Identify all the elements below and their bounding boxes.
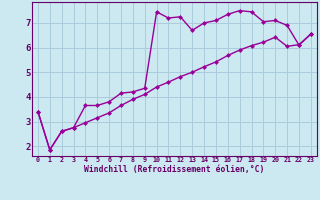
X-axis label: Windchill (Refroidissement éolien,°C): Windchill (Refroidissement éolien,°C) [84,165,265,174]
